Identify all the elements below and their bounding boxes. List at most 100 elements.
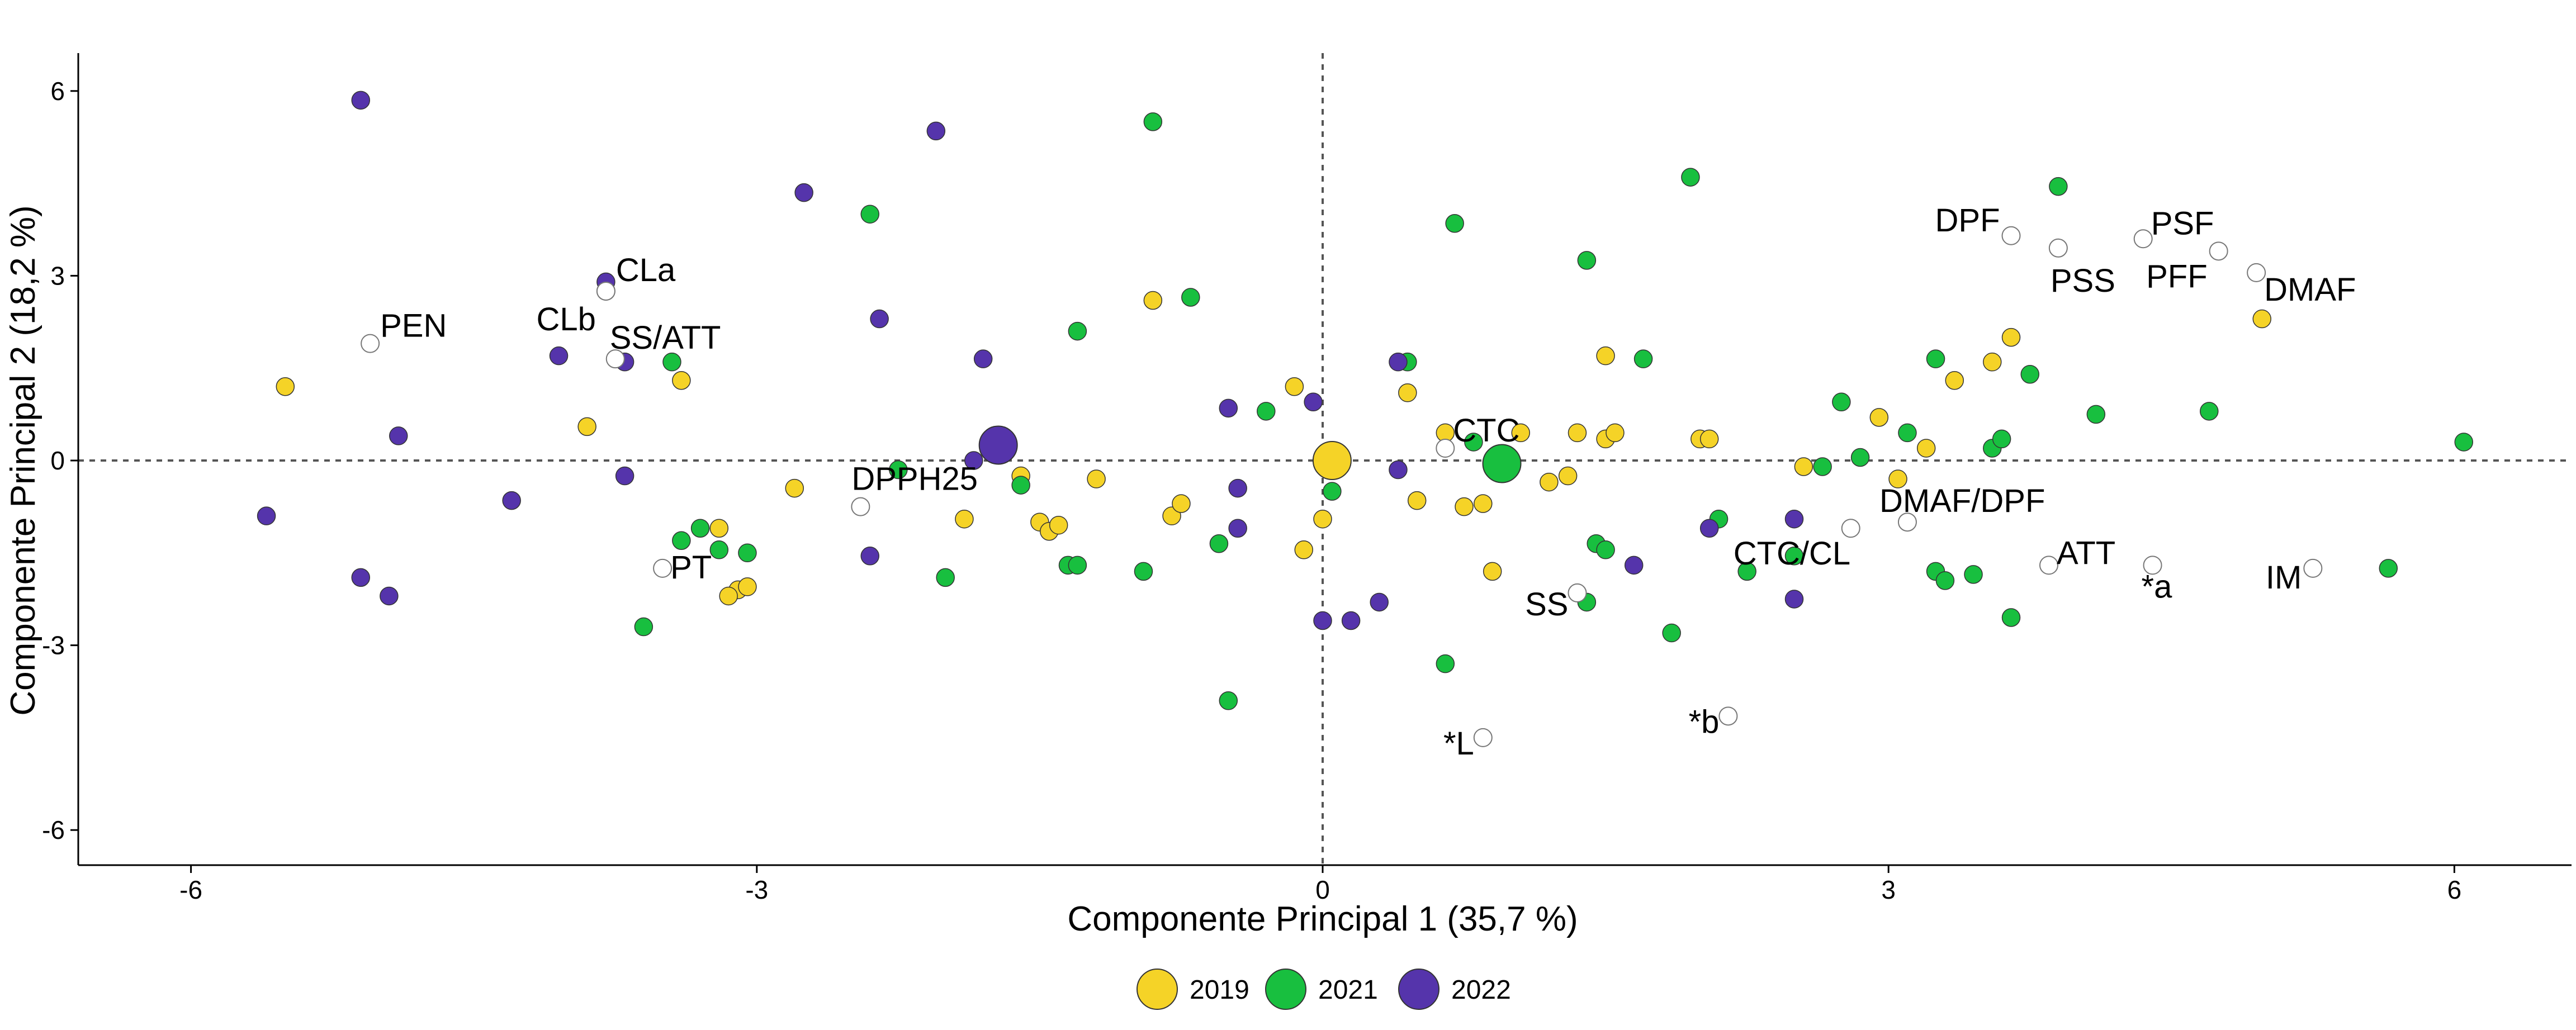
point-2019	[1568, 423, 1587, 443]
variable-label: SS/ATT	[610, 320, 721, 356]
legend-swatch-2022	[1398, 969, 1439, 1010]
point-2019	[1888, 469, 1907, 488]
point-2022	[1389, 460, 1408, 480]
point-2022	[549, 346, 569, 366]
point-2021	[1926, 349, 1945, 368]
point-2022	[502, 491, 521, 510]
variable-marker	[1473, 728, 1493, 747]
point-2021	[1898, 423, 1917, 443]
point-2021	[1445, 213, 1464, 233]
variable-label: PEN	[380, 308, 447, 344]
variable-label: IM	[2266, 559, 2302, 596]
point-2022	[1304, 392, 1323, 412]
point-2021	[2200, 402, 2219, 421]
legend: 2019 2021 2022	[1137, 969, 1511, 1010]
point-2019	[1945, 371, 1964, 390]
variable-marker	[596, 281, 615, 301]
point-2021	[2454, 433, 2474, 452]
variable-marker	[1718, 706, 1738, 726]
axes	[70, 53, 2572, 873]
variable-label: *b	[1689, 704, 1720, 740]
variable-marker	[2001, 226, 2021, 245]
variable-marker	[1568, 583, 1587, 602]
legend-label-2019: 2019	[1190, 975, 1249, 1005]
point-2022	[615, 466, 634, 486]
point-2019	[955, 509, 974, 529]
point-2022	[380, 586, 399, 606]
point-2022	[1219, 398, 1238, 418]
x-tick-label: 0	[1315, 875, 1330, 904]
x-tick-label: -6	[179, 875, 202, 904]
point-2021	[1813, 457, 1832, 476]
variable-label: DPF	[1935, 202, 2000, 239]
point-2022	[1784, 590, 1804, 609]
point-2019	[785, 478, 804, 498]
point-2022	[1699, 519, 1719, 538]
legend-label-2022: 2022	[1451, 975, 1511, 1005]
point-2021	[1464, 433, 1483, 452]
variable-label: *L	[1443, 725, 1474, 762]
point-2019	[1483, 562, 1502, 581]
group-centroids	[978, 425, 1522, 483]
variable-marker	[851, 497, 870, 516]
variable-marker	[2143, 556, 2162, 575]
point-2021	[1935, 571, 1955, 590]
point-2021	[1068, 321, 1087, 341]
point-2022	[964, 451, 983, 470]
variable-marker	[2247, 263, 2266, 282]
point-2022	[973, 349, 993, 368]
point-2021	[936, 568, 955, 587]
point-2021	[1068, 556, 1087, 575]
point-2022	[870, 309, 889, 329]
point-2022	[351, 568, 371, 587]
point-2022	[389, 426, 408, 445]
point-2019	[1794, 457, 1813, 476]
point-2019	[1313, 509, 1332, 529]
tick-labels: -6 -3 0 3 6 -6 -3 0 3 6	[42, 77, 2461, 904]
variable-marker	[2209, 241, 2228, 261]
point-2019	[1869, 408, 1889, 427]
x-tick-label: 6	[2447, 875, 2462, 904]
point-2021	[2086, 405, 2106, 424]
point-2021	[1134, 562, 1153, 581]
point-2021	[1850, 448, 1870, 467]
point-2022	[1389, 352, 1408, 372]
point-2021	[1992, 429, 2011, 449]
centroid-2019	[1312, 441, 1352, 480]
point-2019	[1983, 352, 2002, 372]
variable-label: CLa	[616, 252, 676, 288]
y-tick-label: 0	[50, 446, 65, 475]
point-2021	[1681, 168, 1700, 187]
point-2019	[1087, 469, 1106, 488]
variable-marker	[1897, 512, 1917, 532]
y-tick-label: -6	[42, 815, 65, 844]
variable-label: DPPH25	[851, 461, 978, 497]
point-2021	[860, 205, 879, 224]
point-2019	[1285, 377, 1304, 396]
point-2019	[1606, 423, 1625, 443]
point-2021	[1436, 654, 1455, 673]
point-2019	[2252, 309, 2272, 329]
centroid-2021	[1482, 444, 1522, 483]
point-2022	[794, 183, 813, 202]
point-2021	[1633, 349, 1653, 368]
point-2021	[1011, 476, 1030, 495]
point-2021	[1257, 402, 1276, 421]
point-2021	[690, 519, 710, 538]
point-2019	[738, 577, 757, 596]
point-2019	[1398, 383, 1417, 402]
point-2021	[1662, 623, 1681, 643]
legend-label-2021: 2021	[1318, 975, 1378, 1005]
y-axis-title: Componente Principal 2 (18,2 %)	[4, 205, 42, 715]
centroid-2022	[978, 425, 1018, 465]
variable-label: PSS	[2051, 263, 2115, 299]
point-2021	[1219, 691, 1238, 710]
variable-loadings: PEN CLa CLb SS/ATT PT DPPH25 CTC SS *L *b CTC/CL DM…	[361, 202, 2356, 762]
variable-label: DMAF/DPF	[1879, 483, 2045, 519]
variable-label: CLb	[536, 301, 595, 338]
variable-marker	[605, 349, 625, 369]
point-2021	[2379, 559, 2398, 578]
point-2019	[1143, 291, 1163, 310]
point-2019	[672, 371, 691, 390]
